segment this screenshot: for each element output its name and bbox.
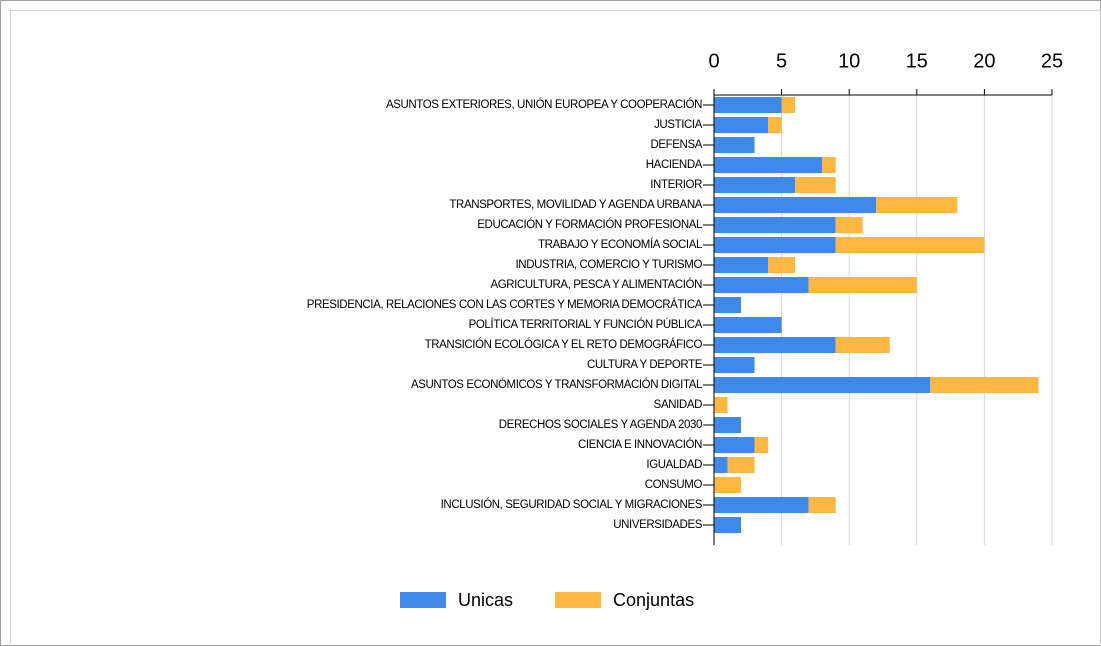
y-tick-label: ASUNTOS ECONÓMICOS Y TRANSFORMACIÓN DIGI… [411,378,703,391]
x-tick-label: 20 [973,50,995,72]
y-tick-label: HACIENDA [646,159,703,171]
y-tick-label: INDUSTRIA, COMERCIO Y TURISMO [516,259,703,271]
y-tick-label: UNIVERSIDADES [613,519,702,531]
y-tick-label: ASUNTOS EXTERIORES, UNIÓN EUROPEA Y COOP… [386,98,702,111]
bar-segment [714,437,755,453]
bar-segment [822,157,836,173]
legend-label: Conjuntas [613,590,694,610]
bar-segment [714,277,809,293]
y-tick-label: DEFENSA [650,139,702,151]
bar-segment [768,117,782,133]
bar-segment [835,217,863,233]
x-tick-label: 5 [776,50,787,72]
bar-segment [714,157,823,173]
y-tick-label: TRANSICIÓN ECOLÓGICA Y EL RETO DEMOGRÁFI… [425,338,703,351]
x-tick-label: 0 [708,50,719,72]
y-tick-label: CULTURA Y DEPORTE [587,359,703,371]
bar-segment [714,177,796,193]
bar-segment [714,477,742,493]
bar-segment [835,337,890,353]
bar-segment [714,217,836,233]
bar-segment [808,497,836,513]
bar-segment [714,117,769,133]
bar-segment [714,257,769,273]
bar-segment [714,317,782,333]
y-tick-label: INCLUSIÓN, SEGURIDAD SOCIAL Y MIGRACIONE… [441,498,703,511]
legend-label: Unicas [458,590,513,610]
bar-segment [714,457,728,473]
bar-segment [727,457,755,473]
y-tick-label: SANIDAD [654,399,702,411]
bar-segment [835,237,985,253]
bar-segment [768,257,796,273]
bar-segment [714,397,728,413]
y-tick-label: PRESIDENCIA, RELACIONES CON LAS CORTES Y… [307,298,703,311]
bar-segment [714,377,931,393]
x-tick-label: 25 [1041,50,1063,72]
bar-segment [714,497,809,513]
y-tick-label: TRANSPORTES, MOVILIDAD Y AGENDA URBANA [449,199,702,211]
bar-segment [714,97,782,113]
bar-segment [714,337,836,353]
y-tick-label: POLÍTICA TERRITORIAL Y FUNCIÓN PÚBLICA [469,318,703,331]
x-tick-label: 10 [838,50,860,72]
bar-segment [781,97,796,113]
bar-segment [714,417,742,433]
y-tick-label: DERECHOS SOCIALES Y AGENDA 2030 [499,419,702,431]
bar-segment [930,377,1039,393]
bar-segment [754,437,769,453]
legend-swatch [555,592,602,608]
y-tick-label: IGUALDAD [646,459,702,471]
bar-segment [808,277,917,293]
y-tick-label: JUSTICIA [654,119,703,131]
bar-segment [714,137,755,153]
y-tick-label: AGRICULTURA, PESCA Y ALIMENTACIÓN [490,278,702,291]
bar-segment [714,517,742,533]
bar-segment [714,197,877,213]
y-tick-label: EDUCACIÓN Y FORMACIÓN PROFESIONAL [477,218,703,231]
y-tick-label: TRABAJO Y ECONOMÍA SOCIAL [538,238,703,251]
y-tick-label: CONSUMO [645,479,703,491]
y-tick-label: CIENCIA E INNOVACIÓN [578,438,702,451]
y-tick-label: INTERIOR [650,179,702,191]
bar-segment [795,177,836,193]
bar-segment [876,197,958,213]
x-tick-label: 15 [906,50,928,72]
legend-swatch [400,592,446,608]
bar-segment [714,237,836,253]
bar-segment [714,297,742,313]
bar-segment [714,357,755,373]
